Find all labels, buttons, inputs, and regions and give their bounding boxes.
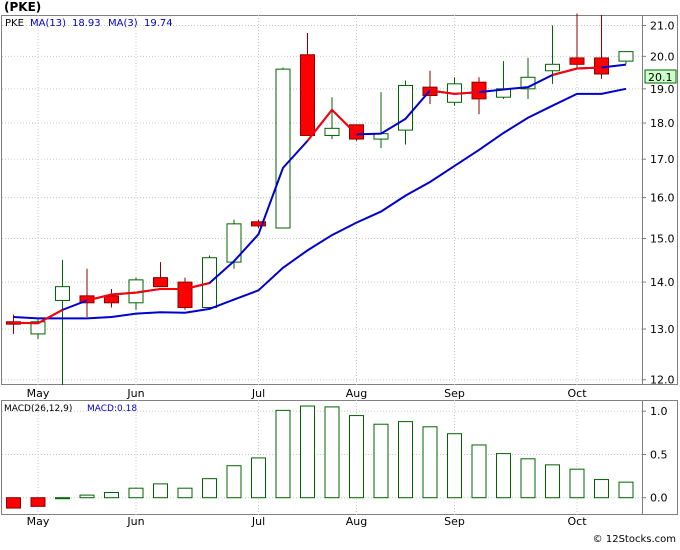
macd-bar (496, 453, 511, 499)
price-y-tick-label: 16.0 (650, 192, 675, 205)
macd-bar (569, 468, 585, 499)
candle-body (545, 63, 560, 72)
price-x-tick-label: Sep (444, 387, 465, 400)
macd-bar (6, 497, 21, 509)
macd-bar (594, 479, 609, 499)
candle-body (398, 84, 413, 131)
macd-bar (520, 458, 536, 499)
price-x-tick-label: Jul (251, 387, 265, 400)
macd-bar (422, 426, 438, 499)
ma3-down-segment (552, 66, 602, 76)
macd-bar (300, 405, 315, 499)
macd-legend-value: MACD:0.18 (87, 404, 137, 414)
price-y-axis: 12.0 13.0 14.0 15.0 16.0 17.0 18.0 19.0 20.0 21.0 (642, 19, 675, 387)
macd-bar (275, 409, 291, 499)
chart-title: (PKE) (4, 0, 41, 14)
price-y-tick-label: 17.0 (650, 153, 675, 166)
macd-legend-label: MACD(26,12,9) (4, 404, 72, 414)
price-y-tick-label: 12.0 (650, 374, 675, 387)
macd-x-tick-label: Aug (346, 515, 367, 528)
price-y-tick-label: 18.0 (650, 117, 675, 130)
price-y-tick-label: 13.0 (650, 323, 675, 336)
price-x-tick-label: May (27, 387, 50, 400)
ma3-down-segment (306, 108, 358, 142)
candle-body (569, 57, 585, 65)
macd-y-tick-label: 0.5 (650, 448, 668, 461)
legend-ma13-value: 18.93 (72, 18, 101, 29)
macd-bar (251, 457, 266, 499)
macd-bar (202, 478, 217, 499)
macd-bar (79, 494, 95, 499)
macd-bar (104, 492, 119, 499)
last-price-box (644, 69, 677, 84)
legend-ma3-label: MA(3) (108, 18, 138, 29)
candle-body (324, 127, 340, 136)
price-y-tick-label: 14.0 (650, 276, 675, 289)
candle-body (275, 68, 291, 229)
candle-body (55, 286, 70, 301)
candle-body (300, 54, 315, 136)
macd-bar (447, 433, 462, 499)
macd-bar (55, 497, 70, 500)
watermark: © 12Stocks.com (593, 534, 676, 545)
macd-x-tick-label: Sep (444, 515, 465, 528)
last-price-label: 20.1 (648, 71, 673, 84)
macd-histogram (6, 405, 634, 509)
macd-bar (153, 483, 168, 499)
macd-bar (177, 487, 193, 499)
price-y-tick-label: 20.0 (650, 50, 675, 63)
macd-bar (373, 423, 389, 499)
price-y-tick-label: 19.0 (650, 83, 675, 96)
macd-bar (349, 415, 364, 499)
macd-bar (226, 465, 242, 499)
macd-bar (471, 444, 487, 499)
ma3-down-segment (86, 282, 210, 302)
price-x-tick-label: Aug (346, 387, 367, 400)
macd-y-axis: 0.0 0.5 1.0 (642, 405, 668, 505)
price-y-tick-label: 15.0 (650, 232, 675, 245)
macd-y-tick-label: 1.0 (650, 405, 668, 418)
macd-x-tick-label: Oct (567, 515, 587, 528)
ma3-down-segment (429, 89, 480, 95)
candle-body (153, 277, 168, 288)
macd-x-tick-label: Jun (126, 515, 144, 528)
ma3-down-segment (13, 308, 63, 325)
macd-y-tick-label: 0.0 (650, 492, 668, 505)
price-y-tick-label: 21.0 (650, 19, 675, 32)
price-x-tick-label: Jun (126, 387, 144, 400)
macd-bar (128, 487, 144, 499)
macd-x-tick-label: May (27, 515, 50, 528)
price-panel (1, 15, 678, 385)
candle-body (104, 295, 119, 304)
candle-body (251, 221, 266, 227)
macd-bar (398, 421, 413, 499)
candle-body (30, 321, 46, 335)
candle-body (471, 81, 487, 100)
ma13-line (13, 87, 627, 320)
candle-body (618, 51, 634, 62)
macd-x-tick-label: Jul (251, 515, 265, 528)
price-x-axis: May Jun Jul Aug Sep Oct (27, 387, 588, 400)
macd-bar (30, 497, 46, 507)
legend-ma3-value: 19.74 (144, 18, 173, 29)
legend-symbol: PKE (5, 18, 24, 29)
macd-x-axis: May Jun Jul Aug Sep Oct (27, 515, 588, 528)
candle-body (349, 124, 364, 140)
candle-body (177, 281, 193, 308)
legend-ma13-label: MA(13) (30, 18, 66, 29)
price-x-tick-label: Oct (567, 387, 587, 400)
macd-bar (618, 481, 634, 499)
macd-bar (324, 406, 340, 499)
moving-average-lines (13, 63, 627, 325)
macd-bar (545, 464, 560, 499)
